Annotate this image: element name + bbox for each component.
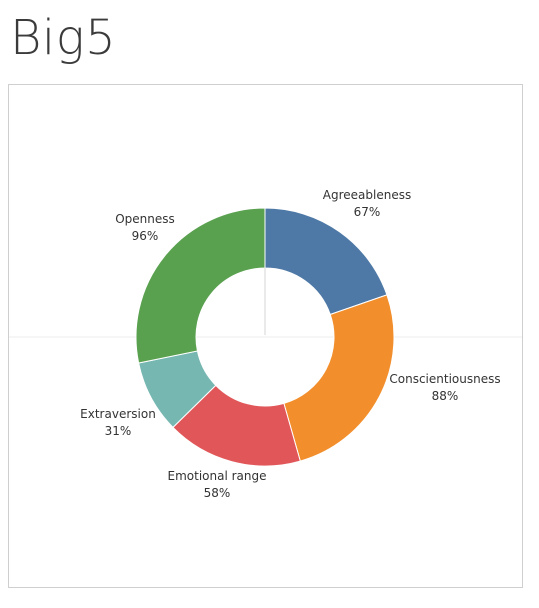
slice-value-conscientiousness: 88% <box>432 389 459 403</box>
slice-label-emotional-range: Emotional range <box>168 469 267 483</box>
slice-value-agreeableness: 67% <box>354 205 381 219</box>
slice-label-openness: Openness <box>115 212 175 226</box>
slice-conscientiousness[interactable] <box>284 295 394 461</box>
slice-label-extraversion: Extraversion <box>80 407 156 421</box>
slice-label-conscientiousness: Conscientiousness <box>389 372 500 386</box>
slice-value-openness: 96% <box>132 229 159 243</box>
slice-value-emotional-range: 58% <box>204 486 231 500</box>
slice-label-agreeableness: Agreeableness <box>323 188 411 202</box>
slice-agreeableness[interactable] <box>265 208 387 314</box>
slice-value-extraversion: 31% <box>105 424 132 438</box>
